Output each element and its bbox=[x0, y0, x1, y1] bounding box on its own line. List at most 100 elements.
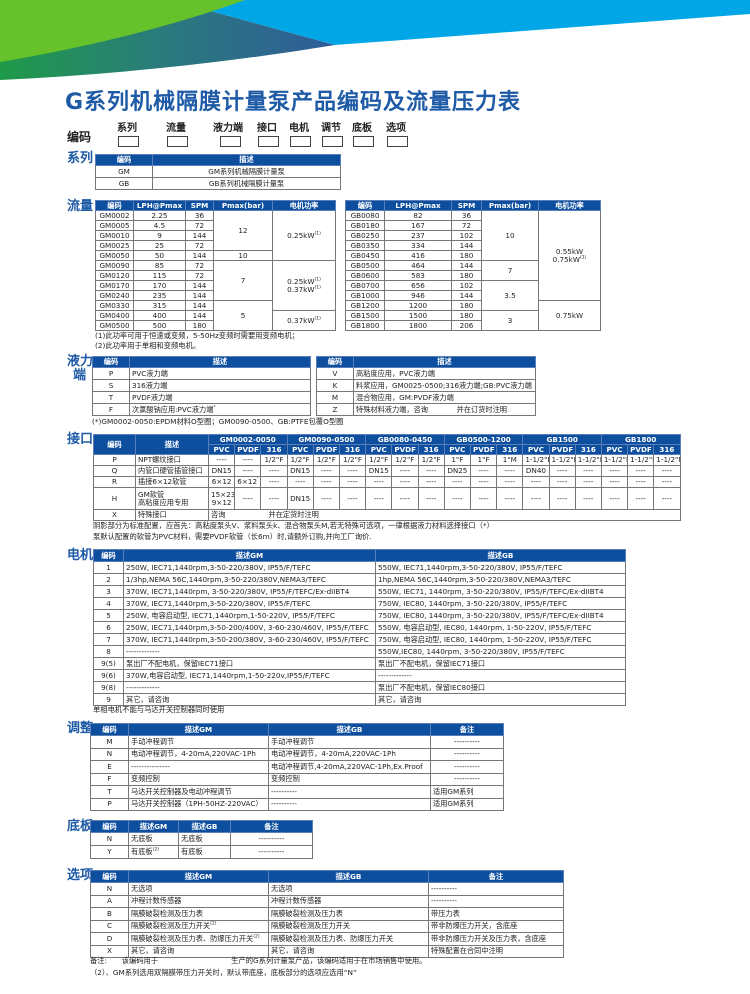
cell-text: PVC液力端 bbox=[132, 368, 168, 378]
table-cell: GB0180 bbox=[345, 220, 385, 231]
table-cell: 6×12 bbox=[207, 476, 236, 488]
table-cell: 167 bbox=[384, 220, 452, 231]
table-cell: ---------- bbox=[230, 845, 313, 859]
cell-text: 手动冲程调节 bbox=[271, 736, 315, 746]
cell-text: GB0080 bbox=[350, 210, 380, 220]
cell-text: ---- bbox=[504, 466, 515, 476]
table-cell: 464 bbox=[384, 260, 452, 271]
table-row: GB1500 1500 180 3 bbox=[345, 310, 601, 331]
table-row: GB1800 1800 206 bbox=[345, 320, 601, 331]
cell-text: 316 bbox=[659, 444, 675, 454]
cell-text: N bbox=[106, 749, 113, 759]
cell-text: 0.75kW bbox=[555, 310, 584, 320]
cell-text: 10 bbox=[505, 230, 515, 240]
table-cell: ---- bbox=[365, 487, 393, 510]
cell-text: PVC bbox=[449, 444, 466, 454]
cell-superscript: (1) bbox=[314, 285, 321, 291]
table-cell: GB0080 bbox=[345, 210, 385, 221]
table-cell: 0.75kW bbox=[538, 300, 601, 331]
table-cell: 550W, 电容启动型, IEC80, 1440rpm, 1-50-220V, … bbox=[375, 621, 626, 634]
table-cell: 180 bbox=[185, 320, 214, 331]
cell-text: 1/2"F bbox=[395, 455, 415, 465]
cell-text: 250W, IEC71,1440rpm,3-50-220/380V, IP55/… bbox=[126, 562, 311, 572]
cell-text: 高粘度应用，PVC液力端 bbox=[356, 368, 435, 378]
header-row: 编码 描述GM 描述GB bbox=[93, 549, 626, 562]
cell-text: 1"F bbox=[451, 455, 464, 465]
header-cell: 编码 bbox=[90, 723, 129, 736]
cell-text: 描述GM bbox=[139, 821, 168, 831]
table-cell: ---- bbox=[443, 487, 471, 510]
cell-text: 手动冲程调节 bbox=[131, 736, 175, 746]
table-cell: ---------- bbox=[430, 747, 504, 761]
cell-text: 5 bbox=[240, 310, 246, 320]
cell-text: 其它，请咨询 bbox=[378, 694, 422, 704]
cell-text: ---- bbox=[242, 493, 253, 503]
table-cell: 250W, IEC71,1440rpm,3-50-200/400V, 3-60-… bbox=[123, 621, 376, 634]
table-cell: ---- bbox=[600, 476, 629, 488]
table-row: P 马达开关控制器（1PH-50HZ-220VAC） ---------- 适用GM系… bbox=[90, 797, 504, 811]
table-cell: DN15 bbox=[286, 465, 314, 477]
table-cell: GB1000 bbox=[345, 290, 385, 301]
cell-text: 167 bbox=[411, 220, 425, 230]
cell-text: 马达开关控制器及电动冲程调节 bbox=[131, 786, 232, 796]
table-cell: --------------- bbox=[128, 760, 269, 774]
cell-text: PVDF液力端 bbox=[132, 392, 173, 402]
table-row: D 隔膜破裂检测及压力表、防爆压力开关(2) 隔膜破裂检测及压力表、防爆压力开关 带非… bbox=[90, 932, 564, 946]
cell-text: 特殊接口 bbox=[138, 510, 167, 520]
cell-text: ---- bbox=[373, 477, 384, 487]
cell-text: 1 bbox=[106, 562, 111, 572]
table-cell: P bbox=[90, 797, 129, 811]
cell-text: ---------- bbox=[431, 896, 457, 906]
table-cell: GM0170 bbox=[95, 280, 134, 291]
cell-text: T bbox=[107, 786, 112, 796]
cell-text: 180 bbox=[459, 250, 474, 260]
table-cell: 10 bbox=[481, 210, 539, 261]
table-cell: 180 bbox=[451, 310, 482, 321]
section-base: 底板 bbox=[67, 819, 94, 834]
table-row: Z 特殊材料液力端，咨询 并在订货时注明 bbox=[316, 403, 536, 416]
cell-text: 750W, 电容启动型, IEC80, 1440rpm, 1-50-220V, … bbox=[378, 634, 592, 644]
table-cell: GB0600 bbox=[345, 270, 385, 281]
table-cell: D bbox=[90, 932, 129, 946]
table-cell: 250W, 电容启动型, IEC71,1440rpm,1-50-220V, IP… bbox=[123, 609, 376, 622]
cell-text: ---- bbox=[583, 493, 594, 503]
header-cell: 编码 bbox=[90, 870, 129, 883]
cell-text: 描述 bbox=[164, 439, 180, 449]
cell-text: ---- bbox=[452, 477, 463, 487]
table-cell: ---- bbox=[653, 465, 681, 477]
cell-text: K bbox=[332, 380, 338, 390]
table-cell: 1"M bbox=[496, 454, 524, 466]
cell-text: 无底板 bbox=[181, 834, 203, 844]
cell-text: 7 bbox=[507, 265, 513, 275]
header-cell: 描述GB bbox=[375, 549, 626, 562]
cell-text: 36 bbox=[461, 210, 472, 220]
cell-text: GM0090-0500 bbox=[298, 434, 355, 444]
cell-text: 无底板 bbox=[131, 834, 153, 844]
cell-text: 描述 bbox=[212, 357, 228, 367]
code-field-box bbox=[118, 136, 139, 147]
cell-text: 10 bbox=[238, 250, 248, 260]
cell-text: 237 bbox=[411, 230, 425, 240]
cell-text: ---- bbox=[216, 455, 227, 465]
cell-text: 235 bbox=[152, 290, 167, 300]
cell-superscript: (2) bbox=[210, 921, 217, 927]
cell-text: DN15 bbox=[211, 466, 232, 476]
table-row: 4 370W, IEC71,1440rpm,3-50-220/380V, IP55… bbox=[93, 597, 626, 610]
table-cell: 带非防爆压力开关，含底座 bbox=[428, 919, 564, 933]
cell-text: M bbox=[106, 736, 113, 746]
flow-note-2: (2)此功率用于单相和变频电机。 bbox=[95, 341, 201, 350]
cell-text: 250W, 电容启动型, IEC71,1440rpm,1-50-220V, IP… bbox=[126, 610, 335, 620]
cell-text: 370W,电容启动型, IEC71,1440rpm,1-50-220v,IP55… bbox=[126, 670, 330, 680]
table-cell: 237 bbox=[384, 230, 452, 241]
table-cell: 带非防爆压力开关及压力表，含底座 bbox=[428, 932, 564, 946]
table-cell: 特殊接口 bbox=[135, 509, 209, 521]
header-cell: 316 bbox=[574, 444, 602, 455]
cell-text: 备注 bbox=[488, 871, 504, 881]
cell-text: 1-1/2"F bbox=[525, 455, 550, 465]
table-cell: 750W, IEC80, 1440rpm, 3-50-220/380V, IP5… bbox=[375, 609, 626, 622]
table-cell: 其它，请咨询 bbox=[123, 693, 376, 706]
cell-text: 180 bbox=[459, 270, 474, 280]
section-series: 系列 bbox=[67, 151, 94, 166]
header-cell: LPH@Pmax bbox=[133, 200, 186, 211]
table-cell: 7 bbox=[481, 260, 539, 281]
